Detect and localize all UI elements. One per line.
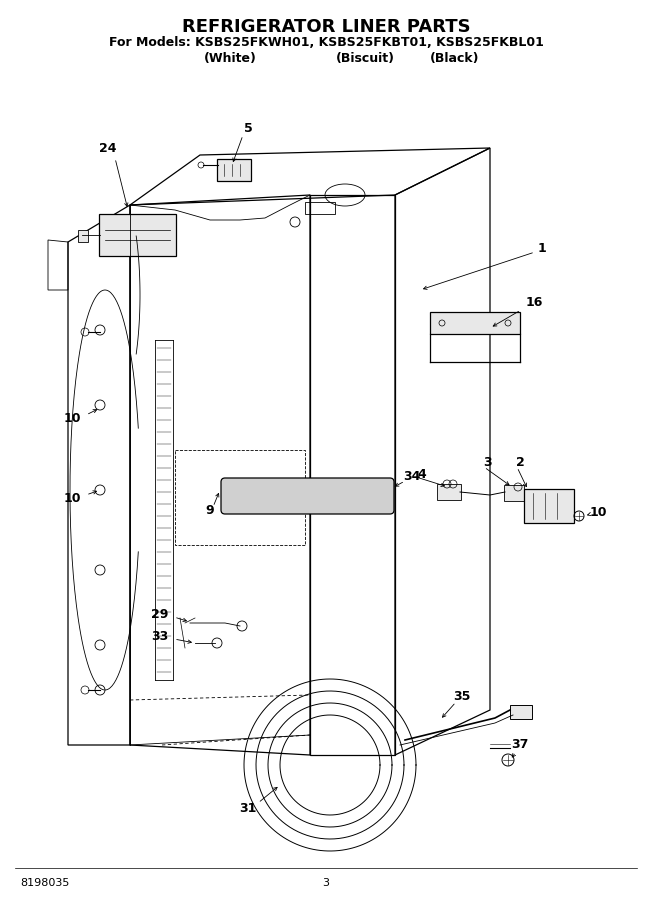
Text: 10: 10 — [63, 491, 81, 505]
Text: 3: 3 — [323, 878, 329, 888]
Text: 5: 5 — [244, 122, 252, 134]
Text: 29: 29 — [151, 608, 169, 620]
Text: 1: 1 — [538, 241, 546, 255]
FancyBboxPatch shape — [524, 489, 574, 523]
Text: 4: 4 — [418, 467, 426, 481]
FancyBboxPatch shape — [437, 484, 461, 500]
Bar — [430, 312, 520, 334]
Text: 3: 3 — [484, 455, 492, 469]
Text: 34: 34 — [404, 471, 421, 483]
FancyBboxPatch shape — [78, 230, 88, 242]
Text: (Biscuit): (Biscuit) — [336, 52, 394, 65]
FancyBboxPatch shape — [217, 159, 251, 181]
Bar — [510, 705, 532, 719]
Text: 2: 2 — [516, 455, 524, 469]
Bar — [175, 450, 305, 545]
Text: 37: 37 — [511, 739, 529, 752]
Text: For Models: KSBS25FKWH01, KSBS25FKBT01, KSBS25FKBL01: For Models: KSBS25FKWH01, KSBS25FKBT01, … — [109, 36, 543, 49]
Text: 8198035: 8198035 — [20, 878, 69, 888]
FancyBboxPatch shape — [221, 478, 394, 514]
Text: 9: 9 — [205, 503, 215, 517]
Bar — [305, 202, 335, 214]
FancyBboxPatch shape — [504, 485, 524, 501]
Text: 16: 16 — [526, 295, 542, 309]
Text: 24: 24 — [99, 141, 117, 155]
Text: 33: 33 — [151, 629, 169, 643]
Text: REFRIGERATOR LINER PARTS: REFRIGERATOR LINER PARTS — [182, 18, 470, 36]
Text: 10: 10 — [63, 411, 81, 425]
FancyBboxPatch shape — [99, 214, 176, 256]
Text: (Black): (Black) — [430, 52, 480, 65]
Text: 31: 31 — [239, 802, 257, 814]
Text: (White): (White) — [203, 52, 256, 65]
Text: 10: 10 — [589, 506, 607, 518]
Text: 35: 35 — [453, 689, 471, 703]
